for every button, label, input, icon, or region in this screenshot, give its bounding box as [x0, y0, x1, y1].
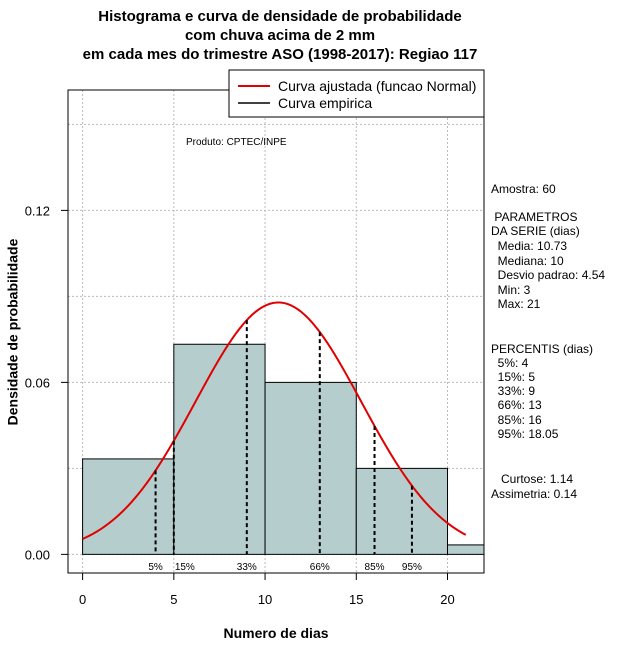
percentile-label-2: 33% [237, 562, 257, 573]
credit-text: Produto: CPTEC/INPE [186, 137, 287, 148]
histogram-bars [82, 343, 485, 555]
sample-size: Amostra: 60 [491, 182, 556, 196]
percentil-85: 85%: 16 [491, 413, 542, 427]
percentile-label-3: 66% [310, 562, 330, 573]
x-axis-label: Numero de dias [223, 625, 329, 641]
assimetria: Assimetria: 0.14 [491, 487, 578, 501]
param-desvio: Desvio padrao: 4.54 [491, 268, 606, 282]
percentile-label-4: 85% [365, 562, 385, 573]
chart-title-line-2: com chuva acima de 2 mm [184, 27, 376, 44]
histogram-bar-1 [173, 343, 266, 555]
percentil-15: 15%: 5 [491, 370, 536, 384]
percentis-title: PERCENTIS (dias) [491, 342, 594, 356]
chart-title-line-1: Histograma e curva de densidade de proba… [98, 8, 462, 25]
histogram-bar-2 [264, 381, 357, 555]
percentil-33: 33%: 9 [491, 384, 536, 398]
x-tick-label-3: 15 [349, 592, 363, 607]
histogram-bar-4 [447, 544, 485, 555]
percentil-66: 66%: 13 [491, 398, 542, 412]
x-tick-label-4: 20 [440, 592, 454, 607]
axes: 0 5 10 15 20 0.00 0.06 0.12 [25, 203, 455, 607]
param-min: Min: 3 [491, 283, 531, 297]
y-tick-label-0: 0.00 [25, 547, 50, 562]
y-tick-label-2: 0.12 [25, 203, 50, 218]
y-tick-label-1: 0.06 [25, 375, 50, 390]
params-title-1: PARAMETROS [491, 210, 578, 224]
x-tick-label-2: 10 [258, 592, 272, 607]
legend-label-normal: Curva ajustada (funcao Normal) [278, 78, 476, 94]
param-media: Media: 10.73 [491, 239, 568, 253]
legend-label-empirical: Curva empirica [278, 95, 372, 111]
normal-curve-layer [82, 301, 467, 540]
histogram-bar-3 [355, 467, 449, 555]
legend: Curva ajustada (funcao Normal) Curva emp… [228, 69, 485, 118]
percentile-label-5: 95% [402, 562, 422, 573]
chart-title-line-3: em cada mes do trimestre ASO (1998-2017)… [82, 46, 478, 63]
x-tick-label-1: 5 [170, 592, 177, 607]
percentile-lines: 5% 15% 33% 66% 85% 95% [148, 320, 422, 573]
legend-box [228, 69, 485, 118]
param-mediana: Mediana: 10 [491, 254, 564, 268]
percentile-label-1: 15% [175, 562, 195, 573]
percentil-5: 5%: 4 [491, 356, 529, 370]
percentil-95: 95%: 18.05 [491, 427, 559, 441]
param-max: Max: 21 [491, 297, 541, 311]
percentile-label-0: 5% [148, 562, 163, 573]
x-tick-label-0: 0 [79, 592, 86, 607]
y-axis-label: Densidade de probabilidade [3, 238, 20, 425]
params-title-2: DA SERIE (dias) [491, 224, 580, 238]
normal-curve-line [82, 301, 467, 540]
curtose: Curtose: 1.14 [491, 472, 574, 486]
